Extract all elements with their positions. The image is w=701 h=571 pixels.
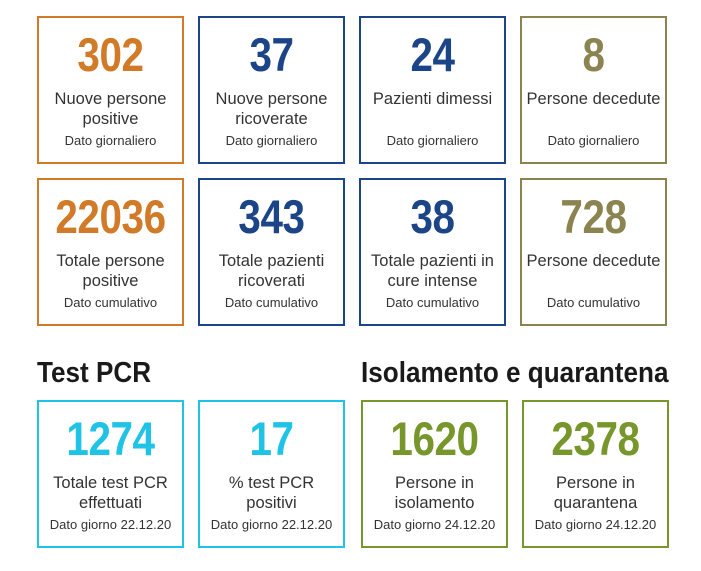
stat-label: Persone in isolamento [394,474,475,512]
stat-sub: Dato giorno 22.12.20 [210,517,333,532]
stat-label: Pazienti dimessi [372,90,493,108]
stat-label: Nuove persone positive [54,90,167,128]
stat-value: 343 [238,190,305,243]
stat-value: 37 [249,28,294,81]
stat-sub: Dato giorno 24.12.20 [373,517,496,532]
stat-sub: Dato cumulativo [63,295,158,310]
stat-value: 38 [410,190,455,243]
stat-label: Persone decedute [526,252,661,270]
stat-value: 302 [77,28,144,81]
stat-value: 728 [560,190,627,243]
stat-sub: Dato giornaliero [386,133,479,148]
stat-label: Persone decedute [526,90,661,108]
stat-label: Totale pazienti in cure intense [371,252,494,290]
card-deceased-cumulative: 728 Persone decedute Dato cumulativo [520,178,667,326]
stat-sub: Dato cumulativo [385,295,480,310]
card-total-intensive-care: 38 Totale pazienti in cure intense Dato … [359,178,506,326]
section-title-test-pcr: Test PCR [37,357,152,389]
stat-label: Totale test PCR effettuati [53,474,168,512]
card-isolation: 1620 Persone in isolamento Dato giorno 2… [361,400,508,548]
card-quarantine: 2378 Persone in quarantena Dato giorno 2… [522,400,669,548]
card-total-hospitalized: 343 Totale pazienti ricoverati Dato cumu… [198,178,345,326]
stat-sub: Dato giorno 22.12.20 [49,517,172,532]
stat-sub: Dato giorno 24.12.20 [534,517,657,532]
card-pcr-positive-rate: 17 % test PCR positivi Dato giorno 22.12… [198,400,345,548]
stat-label: % test PCR positivi [228,474,315,512]
stat-value: 24 [410,28,455,81]
stat-value: 22036 [55,190,166,243]
stat-sub: Dato giornaliero [547,133,640,148]
section-title-isolation: Isolamento e quarantena [361,357,669,389]
stat-label: Totale pazienti ricoverati [218,252,325,290]
stat-value: 17 [249,412,294,465]
stat-value: 1620 [390,412,479,465]
card-total-positives: 22036 Totale persone positive Dato cumul… [37,178,184,326]
card-total-pcr-tests: 1274 Totale test PCR effettuati Dato gio… [37,400,184,548]
stat-sub: Dato giornaliero [225,133,318,148]
card-discharged: 24 Pazienti dimessi Dato giornaliero [359,16,506,164]
stat-label: Persone in quarantena [553,474,638,512]
stat-sub: Dato cumulativo [546,295,641,310]
stat-label: Totale persone positive [56,252,165,290]
stat-sub: Dato cumulativo [224,295,319,310]
stat-label: Nuove persone ricoverate [215,90,328,128]
card-new-hospitalized: 37 Nuove persone ricoverate Dato giornal… [198,16,345,164]
stat-value: 8 [582,28,605,81]
card-new-positives: 302 Nuove persone positive Dato giornali… [37,16,184,164]
stat-value: 2378 [551,412,640,465]
card-deceased-daily: 8 Persone decedute Dato giornaliero [520,16,667,164]
stat-value: 1274 [66,412,155,465]
stat-sub: Dato giornaliero [64,133,157,148]
